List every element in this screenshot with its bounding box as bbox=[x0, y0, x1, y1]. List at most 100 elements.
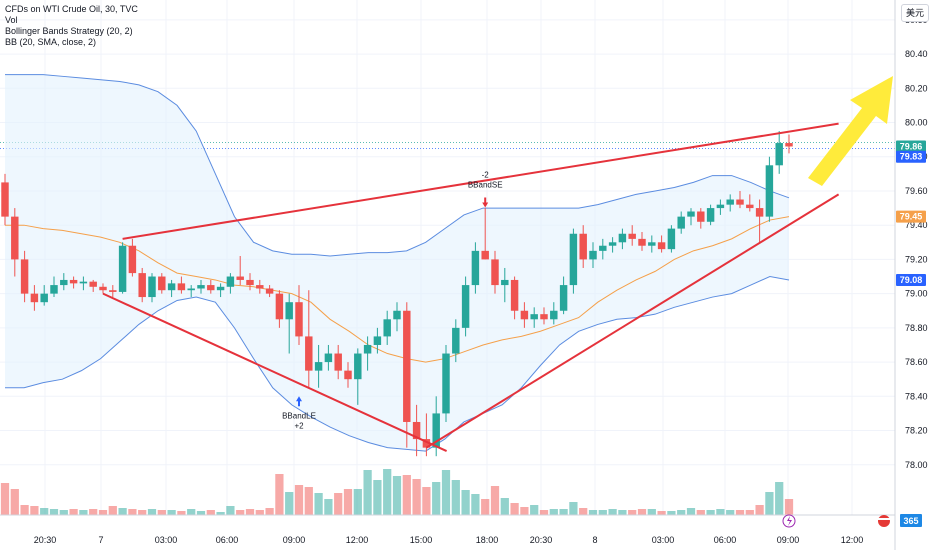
candle-body bbox=[491, 259, 499, 286]
legend-title: CFDs on WTI Crude Oil, 30, TVC bbox=[5, 4, 138, 14]
us-flag-icon bbox=[878, 515, 890, 527]
volume-bar bbox=[677, 510, 686, 515]
candle-body bbox=[471, 250, 480, 286]
x-tick-label: 7 bbox=[98, 535, 103, 545]
volume-bar bbox=[745, 510, 754, 515]
candle-body bbox=[275, 293, 284, 320]
volume-bar bbox=[608, 509, 617, 515]
y-tick-label: 79.20 bbox=[905, 254, 928, 264]
candlesticks bbox=[1, 131, 793, 457]
yellow-arrow-icon bbox=[808, 76, 893, 186]
upper-band-line bbox=[5, 74, 790, 257]
volume-bar bbox=[422, 487, 431, 515]
candle-body bbox=[706, 208, 715, 222]
y-tick-label: 78.00 bbox=[905, 460, 928, 470]
trendline-lower-left bbox=[102, 292, 448, 452]
volume-bar bbox=[324, 499, 333, 515]
x-tick-label: 03:00 bbox=[652, 535, 675, 545]
volume-bar bbox=[441, 470, 451, 515]
flag-stripe bbox=[878, 518, 890, 520]
volume-bar bbox=[373, 480, 382, 515]
candle-body bbox=[177, 283, 186, 291]
price-tag-79.45 bbox=[896, 210, 926, 223]
candle-body bbox=[79, 281, 88, 284]
volume-bar bbox=[79, 510, 88, 515]
volume-bar bbox=[451, 480, 460, 515]
candle-body bbox=[677, 216, 685, 229]
candle-body bbox=[109, 290, 117, 292]
candle-body bbox=[716, 204, 725, 209]
candle-body bbox=[687, 211, 695, 217]
trendline-upper bbox=[122, 122, 839, 240]
volume-bar bbox=[177, 511, 186, 515]
volume-bar bbox=[353, 489, 362, 515]
x-tick-label: 20:30 bbox=[530, 535, 553, 545]
forecast-arrow bbox=[808, 76, 893, 186]
volume-bar bbox=[226, 506, 235, 515]
lower-band-line bbox=[5, 276, 790, 452]
volume-bar bbox=[520, 507, 529, 515]
candle-body bbox=[30, 293, 39, 303]
x-tick-label: 8 bbox=[592, 535, 597, 545]
candle-body bbox=[726, 199, 734, 205]
volume-bar bbox=[726, 510, 735, 515]
volume-bar bbox=[539, 510, 549, 515]
volume-bar bbox=[304, 487, 313, 515]
lightning-bolt-icon bbox=[787, 516, 792, 526]
candle-body bbox=[50, 285, 58, 294]
volume-bar bbox=[118, 508, 127, 515]
candle-body bbox=[99, 286, 107, 291]
volume-bar bbox=[402, 475, 411, 515]
x-tick-label: 12:00 bbox=[346, 535, 369, 545]
candle-body bbox=[344, 370, 352, 380]
volume-bar bbox=[647, 509, 656, 515]
volume-bar bbox=[30, 506, 39, 515]
candle-body bbox=[785, 143, 793, 147]
y-tick-label: 79.60 bbox=[905, 186, 928, 196]
y-tick-label: 78.60 bbox=[905, 357, 928, 367]
candle-body bbox=[256, 285, 264, 289]
candle-body bbox=[354, 353, 362, 380]
x-tick-label: 20:30 bbox=[34, 535, 57, 545]
volume-bar bbox=[98, 510, 108, 515]
legend-bb: BB (20, SMA, close, 2) bbox=[5, 37, 97, 47]
volume-bar bbox=[559, 509, 568, 515]
volume-bar bbox=[187, 509, 196, 515]
candle-body bbox=[667, 228, 676, 250]
volume-bar bbox=[637, 509, 647, 515]
volume-bar bbox=[471, 494, 480, 515]
volume-bar bbox=[69, 509, 78, 515]
volume-bar bbox=[334, 493, 343, 515]
candle-body bbox=[599, 245, 607, 251]
volume-bar bbox=[363, 470, 372, 515]
currency-button[interactable]: 美元 bbox=[901, 4, 929, 22]
candle-body bbox=[207, 285, 215, 291]
volume-bar bbox=[40, 508, 49, 515]
candle-body bbox=[648, 242, 656, 246]
volume-bar bbox=[245, 509, 255, 515]
price-tag-label: 79.83 bbox=[900, 152, 923, 162]
volume-bar bbox=[383, 469, 392, 515]
candle-body bbox=[559, 285, 568, 311]
candle-body bbox=[1, 182, 9, 217]
x-tick-label: 12:00 bbox=[841, 535, 864, 545]
volume-bar bbox=[138, 510, 147, 515]
candle-body bbox=[128, 245, 137, 274]
candle-body bbox=[736, 199, 744, 205]
long-signal-arrow bbox=[296, 396, 302, 407]
candle-body bbox=[657, 242, 666, 250]
candle-body bbox=[579, 233, 587, 260]
short-signal-label: BBandSE bbox=[468, 181, 503, 190]
volume-bar bbox=[618, 510, 627, 515]
x-tick-label: 06:00 bbox=[714, 535, 737, 545]
volume-bar bbox=[10, 489, 19, 515]
bottom-icons: 365 bbox=[782, 514, 922, 528]
volume-bar bbox=[236, 510, 245, 515]
candle-body bbox=[403, 310, 411, 422]
candle-body bbox=[324, 353, 333, 363]
candle-body bbox=[265, 288, 274, 294]
x-tick-label: 09:00 bbox=[777, 535, 800, 545]
volume-bar bbox=[588, 510, 598, 515]
